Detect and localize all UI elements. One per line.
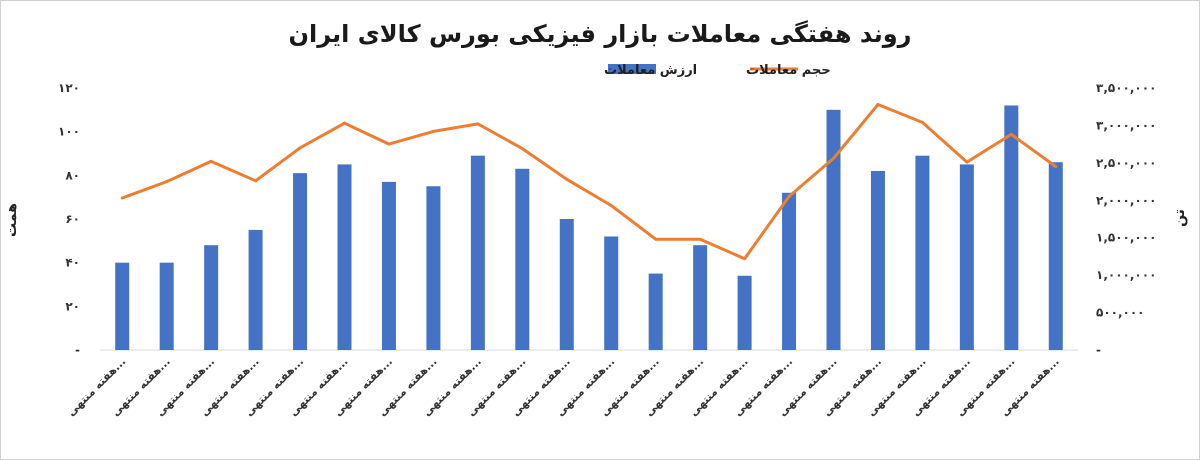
right-axis-tick: - xyxy=(1096,343,1101,357)
bar xyxy=(604,236,619,350)
right-axis-tick: ۱,۵۰۰,۰۰۰ xyxy=(1096,231,1156,245)
left-axis-label: همت xyxy=(4,203,20,237)
x-axis-ticks: هفته منتهی...هفته منتهی...هفته منتهی...ه… xyxy=(65,355,1062,419)
line-point xyxy=(654,237,658,241)
line-point xyxy=(476,122,480,126)
bar-series xyxy=(115,105,1063,350)
bar xyxy=(426,186,441,350)
legend-swatch-value xyxy=(608,64,656,74)
right-axis-tick: ۳,۰۰۰,۰۰۰ xyxy=(1096,118,1156,132)
line-point xyxy=(743,257,747,261)
right-axis-ticks: - ۵۰۰,۰۰۰ ۱,۰۰۰,۰۰۰ ۱,۵۰۰,۰۰۰ ۲,۰۰۰,۰۰۰ ۲,۵۰۰… xyxy=(1096,81,1156,357)
left-axis-tick: ۸۰ xyxy=(65,168,80,182)
bar xyxy=(782,192,797,350)
bar xyxy=(826,109,841,350)
line-point xyxy=(698,237,702,241)
bar xyxy=(515,168,530,350)
volume-line xyxy=(121,103,1057,261)
bar xyxy=(159,262,174,350)
left-axis-tick: ۶۰ xyxy=(65,212,80,226)
left-axis-tick: ۴۰ xyxy=(65,256,80,270)
right-axis-tick: ۲,۵۰۰,۰۰۰ xyxy=(1096,156,1156,170)
left-axis-tick: ۱۲۰ xyxy=(58,81,80,95)
bar xyxy=(559,219,574,350)
line-point xyxy=(431,129,435,133)
line-point xyxy=(565,177,569,181)
bar xyxy=(870,170,885,350)
left-axis-tick: - xyxy=(75,343,80,357)
line-point xyxy=(165,180,169,184)
line-point xyxy=(120,196,124,200)
bar xyxy=(648,273,663,350)
right-axis-tick: ۳,۵۰۰,۰۰۰ xyxy=(1096,81,1156,95)
bar xyxy=(115,262,130,350)
bar xyxy=(1004,105,1019,350)
line-point xyxy=(387,142,391,146)
bar xyxy=(337,164,352,350)
bar xyxy=(915,155,930,350)
line-series xyxy=(120,102,1058,261)
bar xyxy=(1048,162,1063,350)
bar xyxy=(381,181,396,350)
bar xyxy=(737,275,752,350)
line-point xyxy=(343,121,346,125)
line-point xyxy=(920,120,924,124)
legend: ارزش معاملات حجم معاملات xyxy=(604,63,831,78)
left-axis-ticks: - ۲۰ ۴۰ ۶۰ ۸۰ ۱۰۰ ۱۲۰ xyxy=(58,81,80,357)
line-point xyxy=(876,102,880,106)
bar xyxy=(693,245,708,350)
legend-label-value: ارزش معاملات xyxy=(604,63,697,78)
left-axis-tick: ۱۰۰ xyxy=(58,125,80,139)
line-point xyxy=(609,204,613,208)
bar xyxy=(204,245,219,350)
right-axis-label: تن xyxy=(1172,209,1188,227)
bar xyxy=(248,229,263,350)
line-point xyxy=(1009,132,1013,136)
right-axis-tick: ۱,۰۰۰,۰۰۰ xyxy=(1096,268,1156,282)
bar xyxy=(293,173,308,350)
left-axis-tick: ۲۰ xyxy=(65,299,80,313)
line-point xyxy=(787,195,791,199)
right-axis-tick: ۲,۰۰۰,۰۰۰ xyxy=(1096,193,1156,207)
chart-title: روند هفتگی معاملات بازار فیزیکی بورس کال… xyxy=(289,20,912,48)
line-point xyxy=(298,146,302,150)
line-point xyxy=(254,179,258,183)
right-axis-tick: ۵۰۰,۰۰۰ xyxy=(1096,306,1145,320)
legend-label-volume: حجم معاملات xyxy=(746,63,831,78)
bar xyxy=(959,164,974,350)
line-point xyxy=(832,156,835,160)
line-point xyxy=(209,159,213,163)
line-point xyxy=(520,147,524,151)
line-point xyxy=(1054,165,1058,169)
line-point xyxy=(965,160,969,164)
bar xyxy=(470,155,485,350)
